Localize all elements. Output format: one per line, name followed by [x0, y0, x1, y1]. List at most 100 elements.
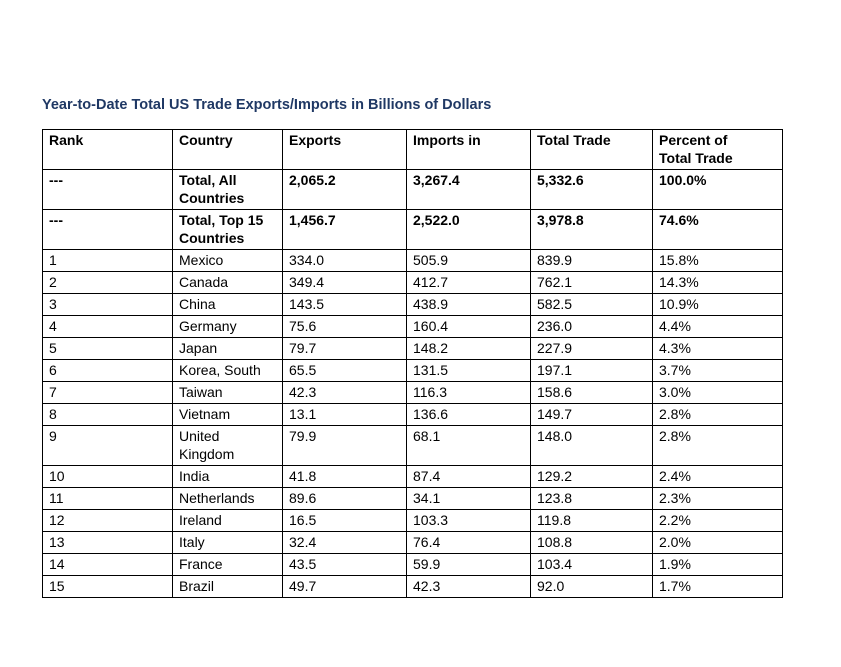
cell-total-trade: 5,332.6: [530, 169, 653, 210]
cell-percent: 4.4%: [652, 315, 783, 338]
cell-imports: 412.7: [406, 271, 531, 294]
cell-country: Taiwan: [172, 381, 283, 404]
table-row: 7 Taiwan 42.3 116.3 158.6 3.0%: [42, 381, 783, 404]
cell-country: France: [172, 553, 283, 576]
cell-exports: 49.7: [282, 575, 407, 598]
cell-percent: 1.7%: [652, 575, 783, 598]
cell-imports: 148.2: [406, 337, 531, 360]
cell-rank: ---: [42, 169, 173, 210]
cell-rank: 3: [42, 293, 173, 316]
cell-percent: 4.3%: [652, 337, 783, 360]
cell-imports: 68.1: [406, 425, 531, 466]
cell-total-trade: 92.0: [530, 575, 653, 598]
cell-country: Germany: [172, 315, 283, 338]
header-total-trade: Total Trade: [530, 129, 653, 170]
cell-exports: 79.9: [282, 425, 407, 466]
cell-percent: 3.0%: [652, 381, 783, 404]
cell-rank: 11: [42, 487, 173, 510]
cell-total-trade: 108.8: [530, 531, 653, 554]
cell-percent: 2.4%: [652, 465, 783, 488]
cell-rank: 8: [42, 403, 173, 426]
cell-exports: 13.1: [282, 403, 407, 426]
cell-rank: 9: [42, 425, 173, 466]
cell-rank: 13: [42, 531, 173, 554]
cell-exports: 79.7: [282, 337, 407, 360]
cell-rank: 10: [42, 465, 173, 488]
cell-total-trade: 158.6: [530, 381, 653, 404]
table-row: 4 Germany 75.6 160.4 236.0 4.4%: [42, 315, 783, 338]
cell-country: Netherlands: [172, 487, 283, 510]
cell-imports: 136.6: [406, 403, 531, 426]
cell-rank: ---: [42, 209, 173, 250]
table-row: 14 France 43.5 59.9 103.4 1.9%: [42, 553, 783, 576]
page-title: Year-to-Date Total US Trade Exports/Impo…: [42, 97, 492, 113]
cell-imports: 3,267.4: [406, 169, 531, 210]
cell-country: Vietnam: [172, 403, 283, 426]
cell-country: United Kingdom: [172, 425, 283, 466]
cell-exports: 143.5: [282, 293, 407, 316]
cell-rank: 4: [42, 315, 173, 338]
header-imports: Imports in: [406, 129, 531, 170]
cell-rank: 12: [42, 509, 173, 532]
cell-total-trade: 236.0: [530, 315, 653, 338]
cell-exports: 2,065.2: [282, 169, 407, 210]
cell-exports: 42.3: [282, 381, 407, 404]
cell-percent: 10.9%: [652, 293, 783, 316]
cell-country: Italy: [172, 531, 283, 554]
cell-rank: 14: [42, 553, 173, 576]
cell-imports: 438.9: [406, 293, 531, 316]
table-row: 3 China 143.5 438.9 582.5 10.9%: [42, 293, 783, 316]
cell-percent: 3.7%: [652, 359, 783, 382]
cell-percent: 2.3%: [652, 487, 783, 510]
cell-exports: 65.5: [282, 359, 407, 382]
cell-percent: 2.2%: [652, 509, 783, 532]
table-row: 13 Italy 32.4 76.4 108.8 2.0%: [42, 531, 783, 554]
cell-total-trade: 762.1: [530, 271, 653, 294]
cell-exports: 334.0: [282, 249, 407, 272]
cell-rank: 1: [42, 249, 173, 272]
table-body: --- Total, All Countries 2,065.2 3,267.4 5,3…: [42, 169, 783, 598]
cell-percent: 2.8%: [652, 403, 783, 426]
table-row: 6 Korea, South 65.5 131.5 197.1 3.7%: [42, 359, 783, 382]
cell-country: Japan: [172, 337, 283, 360]
table-row: --- Total, Top 15 Countries 1,456.7 2,522.0…: [42, 209, 783, 250]
table-row: 15 Brazil 49.7 42.3 92.0 1.7%: [42, 575, 783, 598]
cell-total-trade: 149.7: [530, 403, 653, 426]
cell-imports: 34.1: [406, 487, 531, 510]
cell-rank: 5: [42, 337, 173, 360]
cell-total-trade: 839.9: [530, 249, 653, 272]
cell-country: Korea, South: [172, 359, 283, 382]
cell-percent: 1.9%: [652, 553, 783, 576]
cell-percent: 2.0%: [652, 531, 783, 554]
cell-imports: 116.3: [406, 381, 531, 404]
header-exports: Exports: [282, 129, 407, 170]
cell-total-trade: 123.8: [530, 487, 653, 510]
table-row: 9 United Kingdom 79.9 68.1 148.0 2.8%: [42, 425, 783, 466]
cell-country: Total, Top 15 Countries: [172, 209, 283, 250]
cell-total-trade: 148.0: [530, 425, 653, 466]
cell-imports: 505.9: [406, 249, 531, 272]
cell-total-trade: 119.8: [530, 509, 653, 532]
cell-exports: 349.4: [282, 271, 407, 294]
cell-imports: 160.4: [406, 315, 531, 338]
cell-imports: 42.3: [406, 575, 531, 598]
table-row: 10 India 41.8 87.4 129.2 2.4%: [42, 465, 783, 488]
table-row: 12 Ireland 16.5 103.3 119.8 2.2%: [42, 509, 783, 532]
cell-exports: 43.5: [282, 553, 407, 576]
header-percent: Percent of Total Trade: [652, 129, 783, 170]
cell-rank: 15: [42, 575, 173, 598]
table-row: 1 Mexico 334.0 505.9 839.9 15.8%: [42, 249, 783, 272]
cell-percent: 14.3%: [652, 271, 783, 294]
table-row: 5 Japan 79.7 148.2 227.9 4.3%: [42, 337, 783, 360]
cell-imports: 59.9: [406, 553, 531, 576]
header-country: Country: [172, 129, 283, 170]
cell-total-trade: 227.9: [530, 337, 653, 360]
cell-rank: 6: [42, 359, 173, 382]
trade-table: Rank Country Exports Imports in Total Tr…: [42, 129, 783, 598]
header-rank: Rank: [42, 129, 173, 170]
cell-country: Total, All Countries: [172, 169, 283, 210]
cell-exports: 75.6: [282, 315, 407, 338]
cell-total-trade: 103.4: [530, 553, 653, 576]
cell-percent: 74.6%: [652, 209, 783, 250]
